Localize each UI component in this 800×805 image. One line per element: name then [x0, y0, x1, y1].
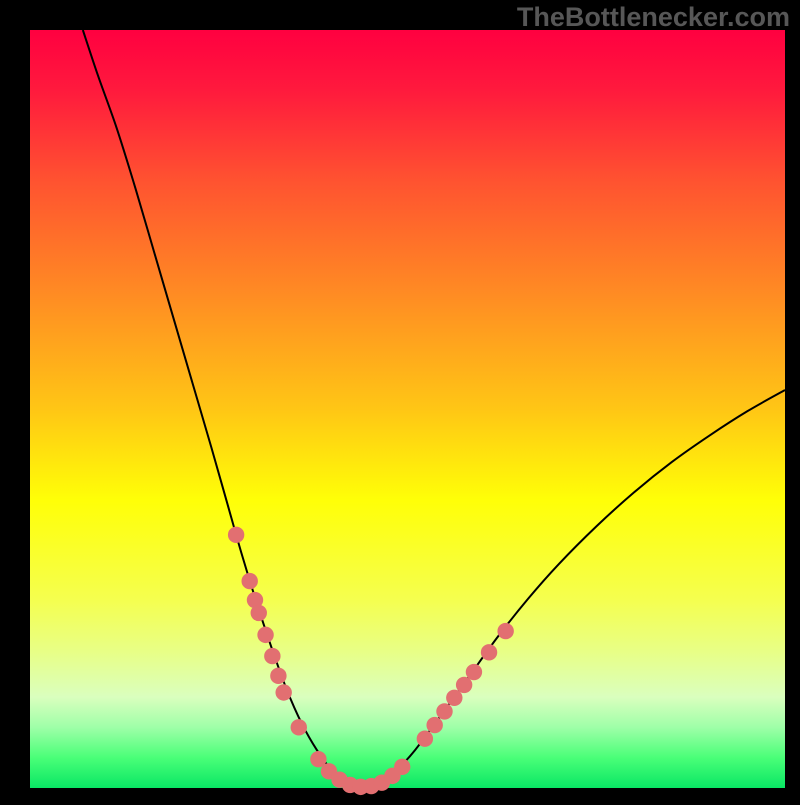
data-point	[264, 648, 280, 664]
data-point	[270, 668, 286, 684]
data-point	[228, 527, 244, 543]
data-point	[446, 690, 462, 706]
bottleneck-chart	[0, 0, 800, 800]
data-point	[436, 703, 452, 719]
data-point	[394, 759, 410, 775]
plot-background	[30, 30, 785, 788]
data-point	[257, 627, 273, 643]
data-point	[251, 605, 267, 621]
data-point	[426, 717, 442, 733]
watermark-text: TheBottlenecker.com	[517, 2, 790, 33]
data-point	[481, 644, 497, 660]
data-point	[291, 719, 307, 735]
outer-frame: TheBottlenecker.com	[0, 0, 800, 800]
data-point	[275, 684, 291, 700]
data-point	[466, 664, 482, 680]
data-point	[456, 677, 472, 693]
data-point	[497, 623, 513, 639]
data-point	[417, 731, 433, 747]
data-point	[242, 573, 258, 589]
